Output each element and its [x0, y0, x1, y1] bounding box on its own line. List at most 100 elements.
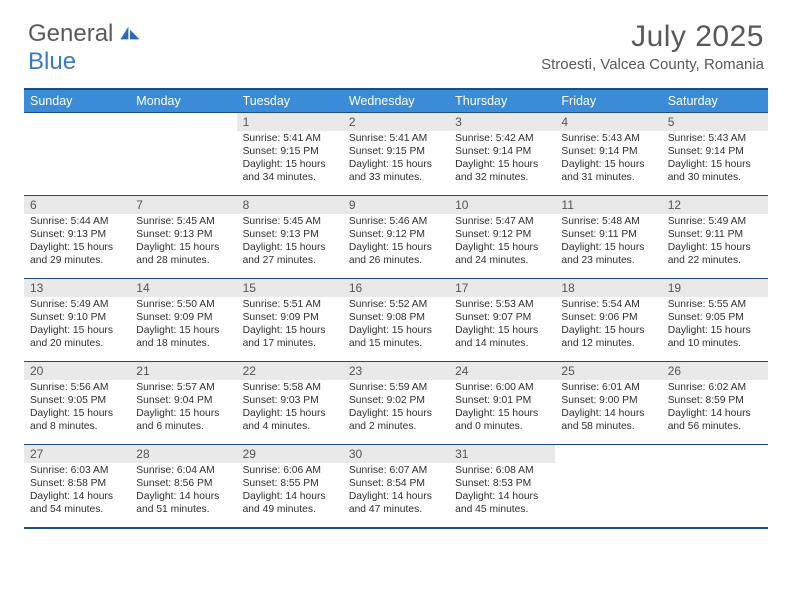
logo-word-2: Blue: [28, 48, 76, 75]
day-number: 4: [555, 112, 661, 131]
calendar-cell: 18Sunrise: 5:54 AMSunset: 9:06 PMDayligh…: [555, 278, 661, 361]
calendar-cell: 2Sunrise: 5:41 AMSunset: 9:15 PMDaylight…: [343, 112, 449, 195]
empty-day: [130, 112, 236, 131]
day-number: 23: [343, 361, 449, 380]
calendar-row: 6Sunrise: 5:44 AMSunset: 9:13 PMDaylight…: [24, 195, 768, 278]
day-details: Sunrise: 5:41 AMSunset: 9:15 PMDaylight:…: [343, 131, 449, 188]
page-title: July 2025: [541, 20, 764, 54]
weekday-thursday: Thursday: [449, 90, 555, 112]
day-details: Sunrise: 6:07 AMSunset: 8:54 PMDaylight:…: [343, 463, 449, 520]
calendar-cell: 21Sunrise: 5:57 AMSunset: 9:04 PMDayligh…: [130, 361, 236, 444]
weekday-saturday: Saturday: [662, 90, 768, 112]
weekday-monday: Monday: [130, 90, 236, 112]
day-details: Sunrise: 6:08 AMSunset: 8:53 PMDaylight:…: [449, 463, 555, 520]
day-number: 22: [237, 361, 343, 380]
day-details: Sunrise: 5:54 AMSunset: 9:06 PMDaylight:…: [555, 297, 661, 354]
day-details: Sunrise: 5:47 AMSunset: 9:12 PMDaylight:…: [449, 214, 555, 271]
calendar-cell: 6Sunrise: 5:44 AMSunset: 9:13 PMDaylight…: [24, 195, 130, 278]
calendar-cell: 7Sunrise: 5:45 AMSunset: 9:13 PMDaylight…: [130, 195, 236, 278]
empty-day: [662, 444, 768, 463]
day-details: Sunrise: 5:41 AMSunset: 9:15 PMDaylight:…: [237, 131, 343, 188]
day-details: Sunrise: 6:02 AMSunset: 8:59 PMDaylight:…: [662, 380, 768, 437]
calendar-cell: 25Sunrise: 6:01 AMSunset: 9:00 PMDayligh…: [555, 361, 661, 444]
logo: GeneralBlue: [28, 20, 143, 76]
day-number: 14: [130, 278, 236, 297]
calendar-cell: 10Sunrise: 5:47 AMSunset: 9:12 PMDayligh…: [449, 195, 555, 278]
calendar-row: 20Sunrise: 5:56 AMSunset: 9:05 PMDayligh…: [24, 361, 768, 444]
day-number: 17: [449, 278, 555, 297]
day-number: 25: [555, 361, 661, 380]
calendar-cell: 30Sunrise: 6:07 AMSunset: 8:54 PMDayligh…: [343, 444, 449, 527]
day-details: Sunrise: 5:56 AMSunset: 9:05 PMDaylight:…: [24, 380, 130, 437]
day-number: 1: [237, 112, 343, 131]
calendar-cell: 9Sunrise: 5:46 AMSunset: 9:12 PMDaylight…: [343, 195, 449, 278]
day-details: Sunrise: 5:49 AMSunset: 9:10 PMDaylight:…: [24, 297, 130, 354]
day-number: 29: [237, 444, 343, 463]
day-number: 10: [449, 195, 555, 214]
day-number: 2: [343, 112, 449, 131]
day-number: 13: [24, 278, 130, 297]
calendar-cell: 3Sunrise: 5:42 AMSunset: 9:14 PMDaylight…: [449, 112, 555, 195]
calendar-cell: 11Sunrise: 5:48 AMSunset: 9:11 PMDayligh…: [555, 195, 661, 278]
bottom-rule: [24, 527, 768, 529]
calendar-cell: 26Sunrise: 6:02 AMSunset: 8:59 PMDayligh…: [662, 361, 768, 444]
calendar-row: 13Sunrise: 5:49 AMSunset: 9:10 PMDayligh…: [24, 278, 768, 361]
calendar-cell: 14Sunrise: 5:50 AMSunset: 9:09 PMDayligh…: [130, 278, 236, 361]
calendar-cell: 5Sunrise: 5:43 AMSunset: 9:14 PMDaylight…: [662, 112, 768, 195]
calendar-container: Sunday Monday Tuesday Wednesday Thursday…: [0, 88, 792, 529]
calendar-cell: 27Sunrise: 6:03 AMSunset: 8:58 PMDayligh…: [24, 444, 130, 527]
weekday-friday: Friday: [555, 90, 661, 112]
weekday-header-row: Sunday Monday Tuesday Wednesday Thursday…: [24, 90, 768, 112]
day-number: 15: [237, 278, 343, 297]
day-number: 24: [449, 361, 555, 380]
weekday-wednesday: Wednesday: [343, 90, 449, 112]
calendar-cell: 29Sunrise: 6:06 AMSunset: 8:55 PMDayligh…: [237, 444, 343, 527]
day-number: 26: [662, 361, 768, 380]
day-number: 20: [24, 361, 130, 380]
day-details: Sunrise: 5:45 AMSunset: 9:13 PMDaylight:…: [237, 214, 343, 271]
day-number: 16: [343, 278, 449, 297]
day-details: Sunrise: 6:01 AMSunset: 9:00 PMDaylight:…: [555, 380, 661, 437]
empty-day: [24, 112, 130, 131]
day-number: 27: [24, 444, 130, 463]
calendar-cell: 16Sunrise: 5:52 AMSunset: 9:08 PMDayligh…: [343, 278, 449, 361]
day-details: Sunrise: 5:52 AMSunset: 9:08 PMDaylight:…: [343, 297, 449, 354]
calendar-cell: 20Sunrise: 5:56 AMSunset: 9:05 PMDayligh…: [24, 361, 130, 444]
day-details: Sunrise: 5:53 AMSunset: 9:07 PMDaylight:…: [449, 297, 555, 354]
location-text: Stroesti, Valcea County, Romania: [541, 56, 764, 73]
day-number: 12: [662, 195, 768, 214]
day-details: Sunrise: 6:03 AMSunset: 8:58 PMDaylight:…: [24, 463, 130, 520]
day-number: 30: [343, 444, 449, 463]
calendar-body: 1Sunrise: 5:41 AMSunset: 9:15 PMDaylight…: [24, 112, 768, 527]
day-details: Sunrise: 5:55 AMSunset: 9:05 PMDaylight:…: [662, 297, 768, 354]
day-details: Sunrise: 5:58 AMSunset: 9:03 PMDaylight:…: [237, 380, 343, 437]
calendar-table: Sunday Monday Tuesday Wednesday Thursday…: [24, 90, 768, 527]
day-details: Sunrise: 5:44 AMSunset: 9:13 PMDaylight:…: [24, 214, 130, 271]
calendar-row: 27Sunrise: 6:03 AMSunset: 8:58 PMDayligh…: [24, 444, 768, 527]
day-details: Sunrise: 5:48 AMSunset: 9:11 PMDaylight:…: [555, 214, 661, 271]
day-details: Sunrise: 5:42 AMSunset: 9:14 PMDaylight:…: [449, 131, 555, 188]
logo-sail-icon: [117, 20, 143, 47]
day-number: 7: [130, 195, 236, 214]
calendar-cell: 13Sunrise: 5:49 AMSunset: 9:10 PMDayligh…: [24, 278, 130, 361]
calendar-cell: 12Sunrise: 5:49 AMSunset: 9:11 PMDayligh…: [662, 195, 768, 278]
calendar-cell: 19Sunrise: 5:55 AMSunset: 9:05 PMDayligh…: [662, 278, 768, 361]
day-number: 8: [237, 195, 343, 214]
calendar-cell: [662, 444, 768, 527]
calendar-cell: [24, 112, 130, 195]
day-details: Sunrise: 6:04 AMSunset: 8:56 PMDaylight:…: [130, 463, 236, 520]
title-block: July 2025 Stroesti, Valcea County, Roman…: [541, 20, 764, 73]
weekday-sunday: Sunday: [24, 90, 130, 112]
header: GeneralBlue July 2025 Stroesti, Valcea C…: [0, 0, 792, 82]
day-number: 21: [130, 361, 236, 380]
calendar-cell: 22Sunrise: 5:58 AMSunset: 9:03 PMDayligh…: [237, 361, 343, 444]
day-number: 18: [555, 278, 661, 297]
day-details: Sunrise: 5:50 AMSunset: 9:09 PMDaylight:…: [130, 297, 236, 354]
calendar-cell: 15Sunrise: 5:51 AMSunset: 9:09 PMDayligh…: [237, 278, 343, 361]
day-details: Sunrise: 6:00 AMSunset: 9:01 PMDaylight:…: [449, 380, 555, 437]
calendar-cell: 23Sunrise: 5:59 AMSunset: 9:02 PMDayligh…: [343, 361, 449, 444]
day-number: 11: [555, 195, 661, 214]
day-details: Sunrise: 5:43 AMSunset: 9:14 PMDaylight:…: [555, 131, 661, 188]
day-number: 9: [343, 195, 449, 214]
day-number: 5: [662, 112, 768, 131]
